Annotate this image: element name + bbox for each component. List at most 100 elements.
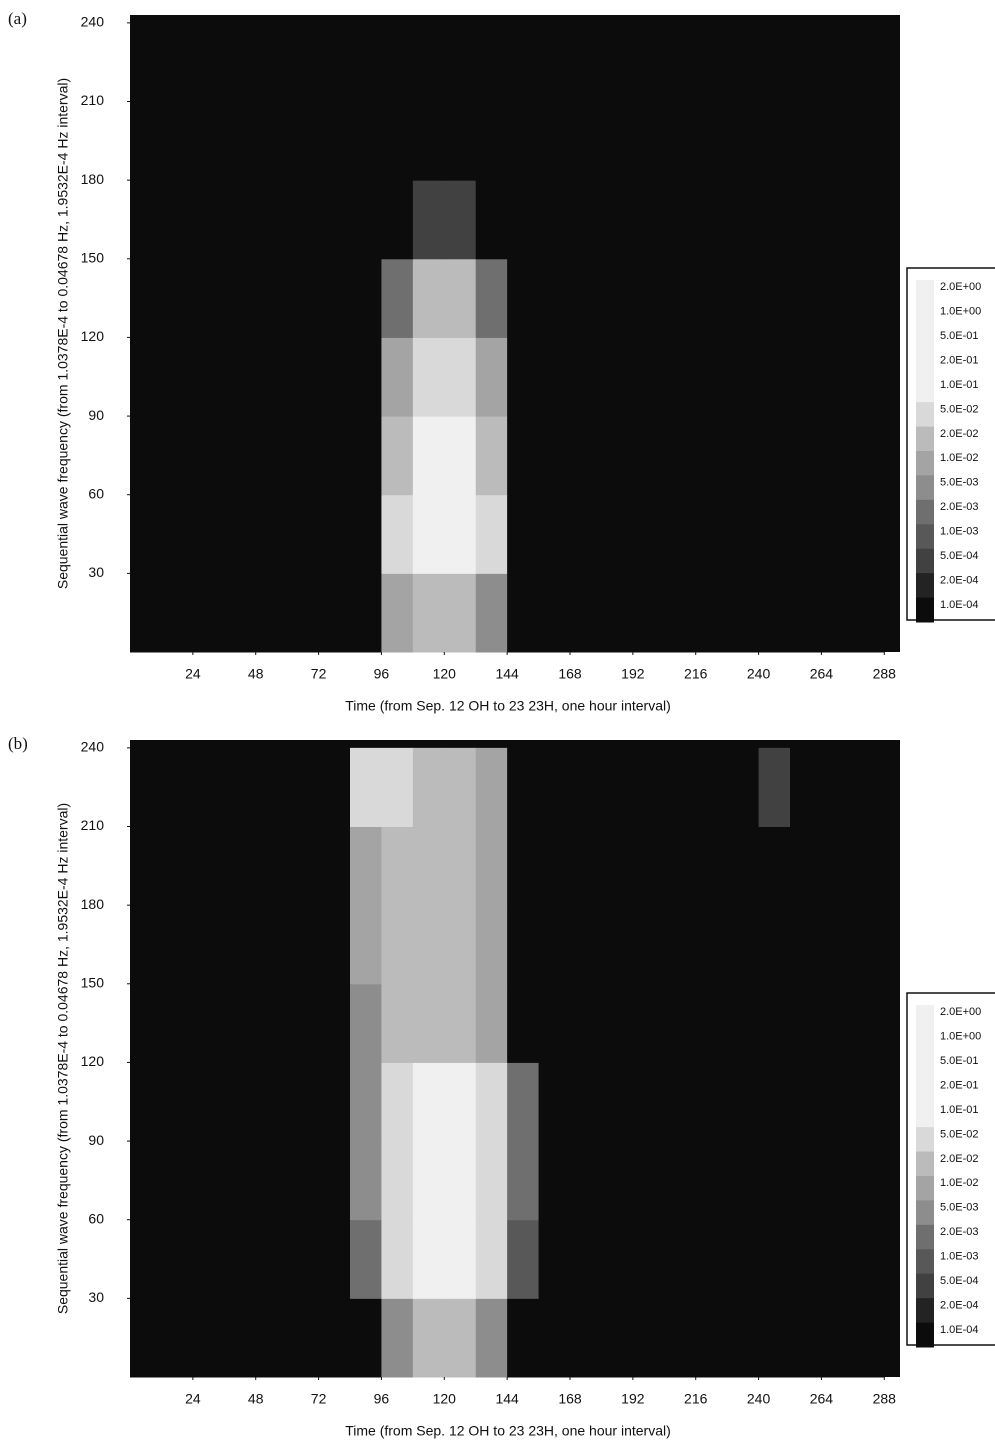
- heat-cell: [350, 1298, 382, 1378]
- heat-cell: [444, 337, 477, 417]
- heat-cell: [161, 747, 194, 828]
- heat-cell: [570, 337, 602, 417]
- heat-cell: [192, 747, 225, 828]
- heat-cell: [444, 1062, 477, 1142]
- heat-cell: [632, 905, 665, 985]
- heat-cell: [664, 905, 697, 985]
- heat-cell: [444, 416, 477, 496]
- heat-cell: [412, 416, 445, 496]
- heat-cell: [538, 1219, 571, 1299]
- heat-cell: [695, 826, 728, 906]
- heat-cell: [444, 494, 477, 574]
- heat-cell: [538, 747, 571, 828]
- heat-cell: [381, 573, 414, 653]
- heat-cell: [790, 101, 822, 181]
- heat-cell: [821, 1219, 854, 1299]
- heat-cell: [192, 983, 225, 1063]
- colorbar-label: 2.0E-02: [940, 1153, 979, 1165]
- heat-cell: [381, 337, 414, 417]
- heat-cell: [601, 1298, 634, 1378]
- heat-cell: [664, 1062, 697, 1142]
- heat-cell: [287, 983, 320, 1063]
- colorbar-label: 1.0E-01: [940, 1104, 979, 1116]
- heat-cell: [758, 747, 791, 828]
- colorbar-label: 2.0E+00: [940, 1006, 981, 1018]
- colorbar-label: 5.0E-02: [940, 403, 979, 415]
- heat-cell: [695, 573, 728, 653]
- heat-cell: [444, 101, 477, 181]
- heat-cell: [161, 1141, 194, 1221]
- heat-cell: [632, 1062, 665, 1142]
- colorbar-swatch: [916, 426, 934, 452]
- heat-cell: [412, 22, 445, 103]
- heat-cell: [192, 337, 225, 417]
- heat-cell: [664, 416, 697, 496]
- heat-cell: [287, 416, 320, 496]
- heat-cell: [538, 1298, 571, 1378]
- colorbar-label: 5.0E-02: [940, 1128, 979, 1140]
- y-tick-label: 240: [81, 14, 105, 30]
- heat-cell: [695, 1298, 728, 1378]
- heat-cell: [632, 22, 665, 103]
- heat-cell: [852, 180, 885, 260]
- heat-cell: [821, 573, 854, 653]
- colorbar-label: 2.0E-04: [940, 1299, 979, 1311]
- heat-cell: [475, 1298, 508, 1378]
- heat-cell: [350, 573, 382, 653]
- heat-cell: [224, 22, 257, 103]
- heat-cell: [255, 747, 288, 828]
- heat-cell: [412, 983, 445, 1063]
- heat-cell: [255, 983, 288, 1063]
- heat-cell: [821, 905, 854, 985]
- heat-cell: [412, 905, 445, 985]
- heat-cell: [130, 22, 162, 103]
- heat-cell: [287, 1141, 320, 1221]
- heat-cell: [475, 983, 508, 1063]
- heat-cell: [695, 905, 728, 985]
- heat-cell: [381, 258, 414, 338]
- heat-cell: [538, 905, 571, 985]
- colorbar-swatch: [916, 280, 934, 305]
- colorbar-label: 1.0E-04: [940, 1324, 979, 1336]
- heat-cell: [161, 494, 194, 574]
- colorbar-swatch: [916, 377, 934, 403]
- heat-cell: [381, 826, 414, 906]
- heat-cell: [161, 905, 194, 985]
- heat-cell: [632, 573, 665, 653]
- heat-cell: [601, 494, 634, 574]
- heat-cell: [287, 494, 320, 574]
- heat-cell: [130, 416, 162, 496]
- heat-cell: [350, 337, 382, 417]
- heat-cell: [664, 747, 697, 828]
- colorbar-label: 2.0E-03: [940, 501, 979, 513]
- heat-cell: [255, 22, 288, 103]
- heat-cell: [790, 983, 822, 1063]
- heat-cell: [538, 180, 571, 260]
- x-tick-label: 192: [621, 1391, 645, 1407]
- heat-cell: [255, 101, 288, 181]
- heat-cell: [821, 1298, 854, 1378]
- heat-cell: [381, 180, 414, 260]
- heat-cell: [538, 573, 571, 653]
- heat-cell: [852, 416, 885, 496]
- heat-cell: [538, 826, 571, 906]
- heat-cell: [664, 337, 697, 417]
- heat-cell: [601, 1062, 634, 1142]
- heat-cell: [381, 101, 414, 181]
- heat-cell: [130, 101, 162, 181]
- heat-cell: [852, 747, 885, 828]
- heat-cell: [727, 101, 760, 181]
- heat-cell: [130, 1141, 162, 1221]
- colorbar-swatch: [916, 1053, 934, 1079]
- x-tick-label: 264: [810, 666, 834, 682]
- panel-label: (a): [8, 9, 27, 28]
- heat-cell: [444, 1141, 477, 1221]
- heat-cell: [507, 494, 540, 574]
- colorbar-label: 5.0E-03: [940, 477, 979, 489]
- x-tick-label: 48: [248, 1391, 264, 1407]
- heat-cell: [161, 337, 194, 417]
- heat-cell: [475, 416, 508, 496]
- heat-cell: [632, 747, 665, 828]
- heat-cell: [601, 1219, 634, 1299]
- heat-cell: [632, 826, 665, 906]
